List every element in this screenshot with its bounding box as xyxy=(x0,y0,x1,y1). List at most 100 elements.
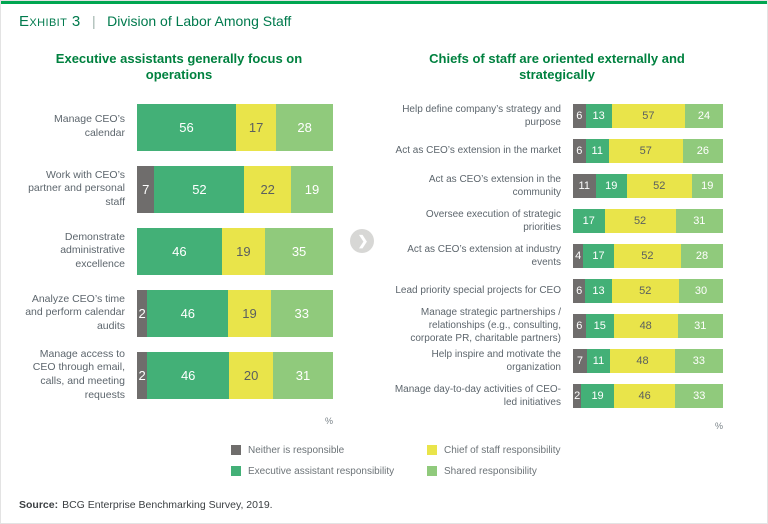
bar-row: Manage strategic partnerships / relation… xyxy=(391,307,723,344)
bar-segment-neither: 7 xyxy=(137,165,155,213)
segment-value: 28 xyxy=(297,119,312,135)
bar-segment-shared: 31 xyxy=(677,313,723,338)
stacked-bar: 11 19 52 19 xyxy=(573,173,723,198)
bar-row: Act as CEO’s extension at industry event… xyxy=(391,243,724,268)
bar-segment-shared: 33 xyxy=(675,383,723,408)
bar-segment-neither: 6 xyxy=(573,138,586,163)
bar-segment-cos: 19 xyxy=(221,227,266,275)
bar-segment-cos: 52 xyxy=(613,243,682,268)
stacked-bar: 46 19 35 xyxy=(137,227,333,275)
segment-value: 19 xyxy=(236,243,251,259)
bar-segment-ea: 46 xyxy=(137,227,222,275)
stacked-bar: 7 52 22 19 xyxy=(137,165,334,213)
segment-value: 33 xyxy=(693,389,706,402)
legend: Neither is responsible Chief of staff res… xyxy=(231,445,597,477)
bar-segment-ea: 56 xyxy=(137,103,237,151)
segment-value: 6 xyxy=(576,284,583,297)
bar-segment-ea: 46 xyxy=(147,351,230,399)
segment-value: 19 xyxy=(304,181,320,197)
segment-value: 24 xyxy=(697,109,711,122)
segment-value: 57 xyxy=(639,144,652,157)
bar-segment-cos: 22 xyxy=(244,165,291,213)
legend-item-shared: Shared responsibility xyxy=(427,466,597,477)
segment-value: 6 xyxy=(576,109,583,122)
axis-unit-label: % xyxy=(714,420,723,431)
bar-segment-shared: 19 xyxy=(691,173,723,198)
bar-segment-cos: 46 xyxy=(613,383,676,408)
segment-value: 4 xyxy=(575,249,582,262)
legend-swatch-neither xyxy=(231,445,241,455)
bar-segment-cos: 52 xyxy=(611,278,679,303)
category-label: Manage day-to-day activities of CEO-led … xyxy=(394,383,561,408)
bar-segment-shared: 35 xyxy=(265,227,333,275)
segment-value: 11 xyxy=(591,144,603,157)
segment-value: 52 xyxy=(653,179,666,192)
category-label: Analyze CEO’s time and perform calendar … xyxy=(25,292,125,332)
category-label: Act as CEO’s extension in the community xyxy=(428,173,561,198)
bar-segment-ea: 17 xyxy=(583,243,614,268)
chart-executive-assistants: Executive assistants generally focus on … xyxy=(25,51,334,431)
category-label: Help inspire and motivate the organizati… xyxy=(431,348,561,373)
segment-value: 52 xyxy=(633,214,647,227)
bar-row: Lead priority special projects for CEO 6 1… xyxy=(391,278,723,303)
segment-value: 17 xyxy=(248,119,264,135)
segment-value: 13 xyxy=(592,109,605,122)
segment-value: 46 xyxy=(638,389,651,402)
segment-value: 17 xyxy=(592,249,605,262)
category-label: Oversee execution of strategic prioritie… xyxy=(425,208,561,233)
legend-item-neither: Neither is responsible xyxy=(231,445,413,456)
bar-segment-neither: 2 xyxy=(137,289,148,337)
segment-value: 31 xyxy=(693,214,706,227)
chart-title: Chiefs of staff are oriented externally … xyxy=(429,51,685,83)
bar-row: Act as CEO’s extension in the community 1… xyxy=(391,173,723,198)
legend-swatch-ea xyxy=(231,466,241,476)
bar-segment-shared: 19 xyxy=(290,165,334,213)
bar-row: Manage day-to-day activities of CEO-led … xyxy=(391,383,723,408)
segment-value: 11 xyxy=(578,179,590,192)
category-label: Manage access to CEO through email, call… xyxy=(32,347,125,401)
bar-row: Act as CEO’s extension in the market 6 11 5… xyxy=(391,138,723,163)
category-label: Lead priority special projects for CEO xyxy=(395,285,561,296)
bar-segment-cos: 57 xyxy=(611,103,686,128)
segment-value: 31 xyxy=(694,319,707,332)
segment-value: 2 xyxy=(574,389,581,402)
bar-segment-neither: 11 xyxy=(573,173,596,198)
bar-segment-shared: 28 xyxy=(681,243,724,268)
category-label: Manage CEO’s calendar xyxy=(53,113,125,139)
bar-segment-cos: 19 xyxy=(228,289,271,337)
segment-value: 31 xyxy=(295,367,311,383)
segment-value: 19 xyxy=(591,389,604,402)
legend-label: Shared responsibility xyxy=(444,465,537,477)
exhibit-header: Exhibit 3 | Division of Labor Among Staf… xyxy=(1,4,767,31)
segment-value: 48 xyxy=(639,319,652,332)
bar-segment-neither: 6 xyxy=(573,278,586,303)
segment-value: 57 xyxy=(642,109,655,122)
bar-segment-neither: 6 xyxy=(573,103,586,128)
top-accent-bar xyxy=(1,1,767,4)
chart-chiefs-of-staff: Chiefs of staff are oriented externally … xyxy=(391,51,743,431)
stacked-bar: 6 11 57 26 xyxy=(573,138,723,163)
bar-segment-shared: 28 xyxy=(276,103,333,151)
stacked-bar: 17 52 31 xyxy=(573,208,723,233)
segment-value: 56 xyxy=(179,119,194,135)
stacked-bar: 6 13 52 30 xyxy=(573,278,723,303)
bar-segment-ea: 11 xyxy=(586,348,611,373)
bar-segment-shared: 30 xyxy=(678,278,723,303)
legend-label: Executive assistant responsibility xyxy=(248,465,395,477)
segment-value: 46 xyxy=(180,305,196,321)
legend-swatch-cos xyxy=(427,445,437,455)
chevron-glyph: ❯ xyxy=(357,232,369,248)
segment-value: 15 xyxy=(593,319,606,332)
segment-value: 19 xyxy=(242,305,257,321)
stacked-bar: 4 17 52 28 xyxy=(573,243,724,268)
category-label: Act as CEO’s extension at industry event… xyxy=(407,243,561,268)
bar-row: Help define company’s strategy and purpo… xyxy=(391,103,723,128)
bar-row: Help inspire and motivate the organizati… xyxy=(391,348,724,373)
segment-value: 52 xyxy=(639,284,652,297)
segment-value: 33 xyxy=(692,354,706,367)
category-label: Demonstrate administrative excellence xyxy=(60,230,125,270)
bar-row: Oversee execution of strategic prioritie… xyxy=(391,208,723,233)
bar-segment-shared: 31 xyxy=(675,208,723,233)
bar-segment-ea: 46 xyxy=(147,289,229,337)
